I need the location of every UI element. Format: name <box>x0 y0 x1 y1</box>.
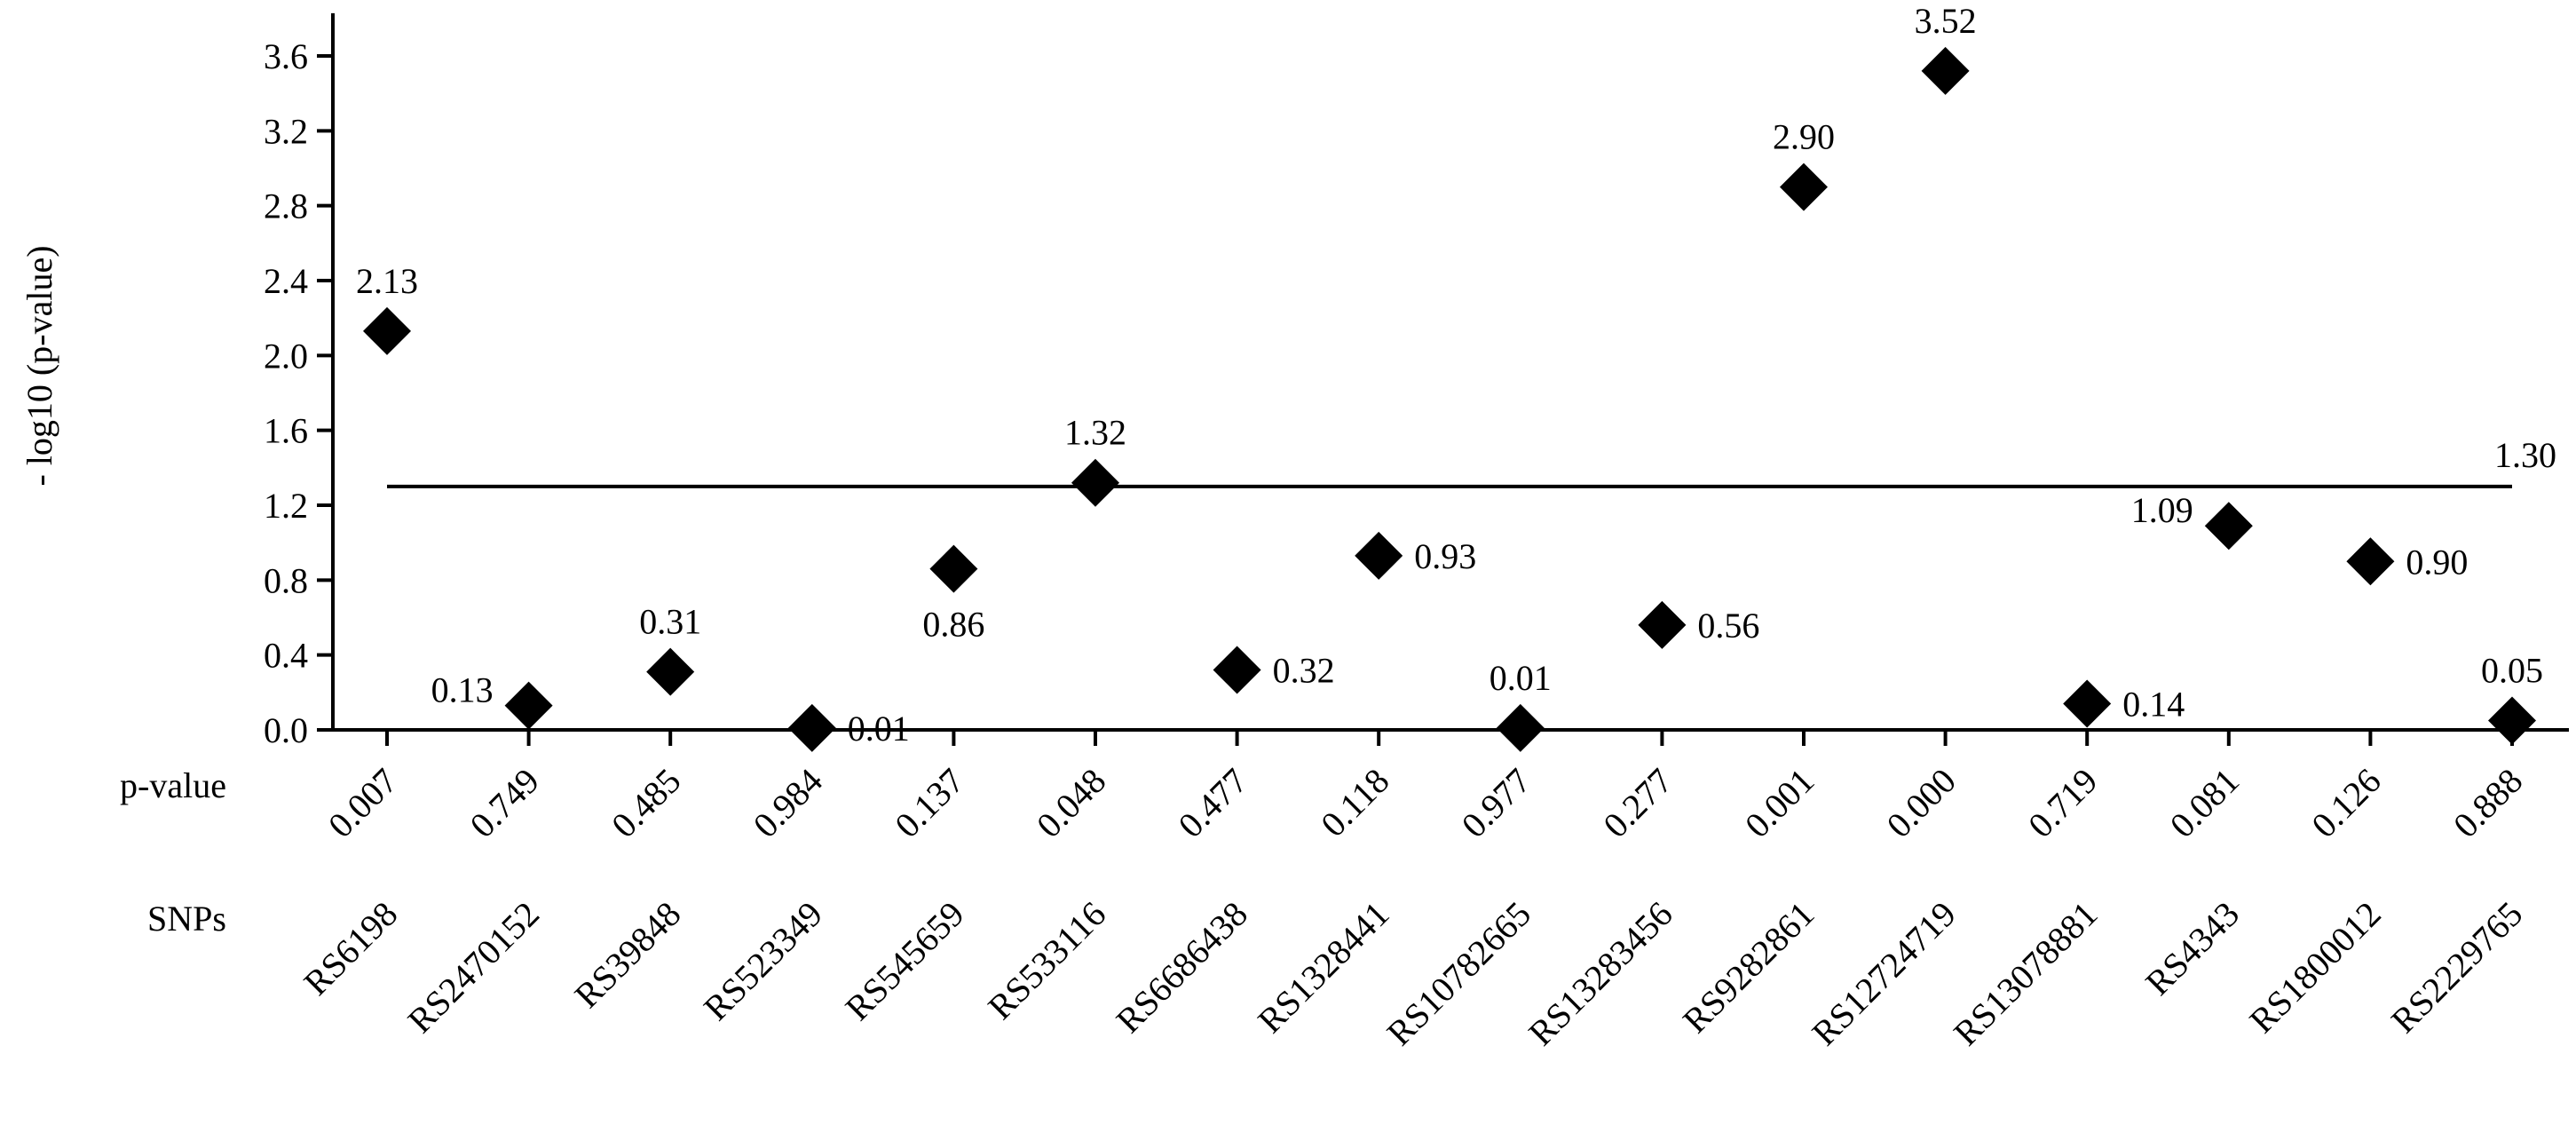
pvalue-label: 0.277 <box>1595 761 1679 845</box>
data-point-marker <box>1355 531 1403 580</box>
x-axis <box>333 728 2569 746</box>
y-axis: 0.0 0.4 0.8 1.2 1.6 2.0 2.4 2.8 3.2 3.6 <box>264 12 335 750</box>
snp-label: RS12724719 <box>1804 894 1964 1054</box>
x-axis-table: p-value SNPs 0.007 0.749 0.485 0.984 0.137 0.… <box>120 761 2530 1054</box>
pvalue-label: 0.048 <box>1029 761 1113 845</box>
y-tick-label: 3.6 <box>264 36 308 76</box>
pvalue-label: 0.749 <box>462 761 547 845</box>
snp-label: RS39848 <box>566 894 688 1016</box>
snp-label: RS9282861 <box>1675 894 1821 1041</box>
y-tick-label: 2.4 <box>264 261 308 301</box>
data-label: 0.56 <box>1697 606 1759 646</box>
snp-label: RS533116 <box>980 894 1113 1027</box>
data-point-marker <box>504 681 553 730</box>
data-label: 0.05 <box>2481 650 2543 690</box>
data-point-marker <box>929 544 978 593</box>
pvalue-label: 0.000 <box>1879 761 1964 845</box>
data-label: 0.93 <box>1414 536 1476 576</box>
data-label: 0.90 <box>2406 542 2468 582</box>
pvalue-label: 0.888 <box>2446 761 2530 845</box>
data-label: 2.90 <box>1773 117 1835 157</box>
pvalue-label: 0.118 <box>1313 761 1396 844</box>
data-point-marker <box>1071 458 1119 507</box>
y-tick-label: 3.2 <box>264 111 308 151</box>
snp-label: RS523349 <box>696 894 830 1028</box>
data-label: 0.32 <box>1273 651 1335 691</box>
data-label: 0.01 <box>1489 658 1552 698</box>
y-tick-label: 1.6 <box>264 411 308 451</box>
pvalue-row-label: p-value <box>120 765 226 805</box>
data-point-marker <box>646 647 695 696</box>
pvalue-label: 0.977 <box>1454 761 1538 845</box>
data-point-marker <box>1496 703 1545 752</box>
threshold-line-group: 1.30 <box>387 435 2556 488</box>
y-tick-label: 0.4 <box>264 636 308 676</box>
snp-label: RS6686438 <box>1109 894 1255 1041</box>
data-point-marker <box>1921 46 1970 95</box>
y-tick-label: 0.8 <box>264 560 308 600</box>
threshold-label: 1.30 <box>2494 435 2556 475</box>
y-axis-label: - log10 (p-value) <box>20 245 59 486</box>
y-tick-label: 1.2 <box>264 486 308 526</box>
data-point-marker <box>787 703 836 752</box>
data-label: 0.86 <box>922 605 984 645</box>
data-point-marker <box>2346 537 2395 586</box>
data-point-marker <box>1638 600 1687 649</box>
snp-label: RS10782665 <box>1379 894 1539 1054</box>
data-label: 1.32 <box>1064 413 1126 453</box>
pvalue-label: 0.719 <box>2020 761 2105 845</box>
data-label: 2.13 <box>356 261 418 301</box>
pvalue-label: 0.485 <box>604 761 688 845</box>
pvalue-label: 0.477 <box>1171 761 1255 845</box>
data-point-marker <box>2204 502 2253 551</box>
snp-label: RS13283456 <box>1521 894 1680 1054</box>
data-points: 2.13 0.13 0.31 0.01 0.86 1.32 0.32 0.93 0.01 0.56… <box>356 1 2543 752</box>
pvalue-label: 0.126 <box>2303 761 2388 845</box>
data-label: 0.31 <box>639 602 701 642</box>
y-tick-label: 2.8 <box>264 186 308 226</box>
snp-label: RS1328441 <box>1250 894 1396 1041</box>
snp-label: RS13078881 <box>1946 894 2106 1054</box>
data-point-marker <box>2488 696 2536 745</box>
data-label: 1.09 <box>2131 490 2193 530</box>
data-point-marker <box>363 306 411 355</box>
snp-label: RS2229765 <box>2383 894 2530 1041</box>
pvalue-label: 0.007 <box>320 761 405 845</box>
data-point-marker <box>1213 646 1261 694</box>
y-tick-label: 2.0 <box>264 336 308 376</box>
pvalue-label: 0.137 <box>887 761 971 845</box>
pvalue-label: 0.001 <box>1737 761 1821 845</box>
snps-row-label: SNPs <box>147 899 226 939</box>
data-point-marker <box>1780 162 1828 211</box>
data-label: 3.52 <box>1915 1 1977 41</box>
snp-label: RS2470152 <box>400 894 547 1041</box>
data-label: 0.14 <box>2122 684 2185 724</box>
pvalue-labels: 0.007 0.749 0.485 0.984 0.137 0.048 0.477 0.118… <box>320 761 2530 845</box>
data-label: 0.01 <box>848 709 910 749</box>
pvalue-label: 0.081 <box>2162 761 2247 845</box>
snp-label: RS4343 <box>2137 894 2247 1003</box>
data-point-marker <box>2063 679 2112 728</box>
snp-label: RS6198 <box>296 894 405 1003</box>
pvalue-label: 0.984 <box>746 761 830 845</box>
data-label: 0.13 <box>431 670 494 710</box>
snp-label: RS545659 <box>837 894 971 1028</box>
snp-label: RS1800012 <box>2241 894 2388 1041</box>
y-tick-label: 0.0 <box>264 710 308 750</box>
